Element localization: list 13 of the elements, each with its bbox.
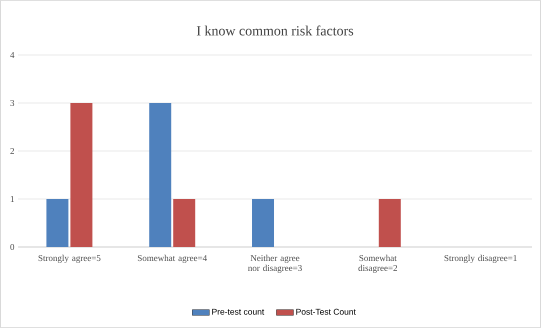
x-tick-label: Strongly disagree=1	[444, 254, 517, 263]
legend-label: Pre-test count	[212, 308, 264, 315]
x-tick-label: Somewhat agree=4	[138, 254, 207, 263]
x-tick-label: Somewhat disagree=2	[358, 254, 398, 273]
y-tick-label: 3	[10, 100, 14, 106]
y-tick-label: 1	[10, 196, 14, 202]
y-tick-label: 4	[10, 52, 14, 58]
y-tick-label: 0	[10, 244, 14, 250]
y-tick-label: 2	[10, 148, 14, 154]
x-tick-label: Neither agree nor disagree=3	[248, 254, 302, 273]
chart-title: I know common risk factors	[196, 26, 354, 36]
legend-label: Post-Test Count	[296, 308, 356, 315]
x-tick-label: Strongly agree=5	[38, 254, 100, 263]
